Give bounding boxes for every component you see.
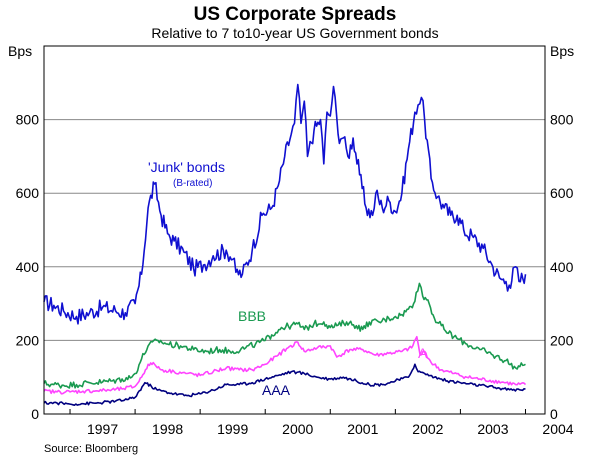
y-tick-right: 800 [550,112,574,128]
plot-frame [43,45,546,415]
bbb-label: BBB [238,308,266,324]
y-axis-label-left: Bps [8,43,32,59]
y-tick-right: 200 [550,332,574,348]
y-tick-left: 0 [31,406,39,422]
source-note: Source: Bloomberg [44,443,138,455]
b-rated-label: (B-rated) [173,178,212,189]
x-tick-label: 1999 [217,421,248,437]
y-tick-left: 400 [16,259,40,275]
series-line-1 [43,282,526,389]
series-lines [43,83,527,407]
y-tick-right: 400 [550,259,574,275]
series-line-0 [43,83,527,325]
x-tick-label: 2000 [282,421,313,437]
chart-subtitle: Relative to 7 to10-year US Government bo… [151,25,438,41]
y-tick-left: 600 [16,185,40,201]
series-line-2 [43,335,527,395]
x-tick-label: 2003 [477,421,508,437]
y-tick-labels: 0 0 200 200 400 400 600 600 800 800 [16,112,574,422]
junk-bonds-label: 'Junk' bonds [148,159,225,175]
y-tick-left: 200 [16,332,40,348]
y-axis-label-right: Bps [550,43,574,59]
x-tick-label: 1998 [152,421,183,437]
x-tick-label: 1997 [87,421,118,437]
chart-title: US Corporate Spreads [194,4,397,25]
x-tick-labels: 1997 1998 1999 2000 2001 2002 2003 2004 [69,409,574,437]
x-tick-label: 2004 [542,421,573,437]
y-tick-right: 0 [550,406,558,422]
y-tick-left: 800 [16,112,40,128]
x-tick-label: 2002 [412,421,443,437]
y-tick-right: 600 [550,185,574,201]
a-label: A [418,345,428,361]
series-line-3 [43,363,526,407]
aaa-label: AAA [262,382,291,398]
x-tick-label: 2001 [347,421,378,437]
